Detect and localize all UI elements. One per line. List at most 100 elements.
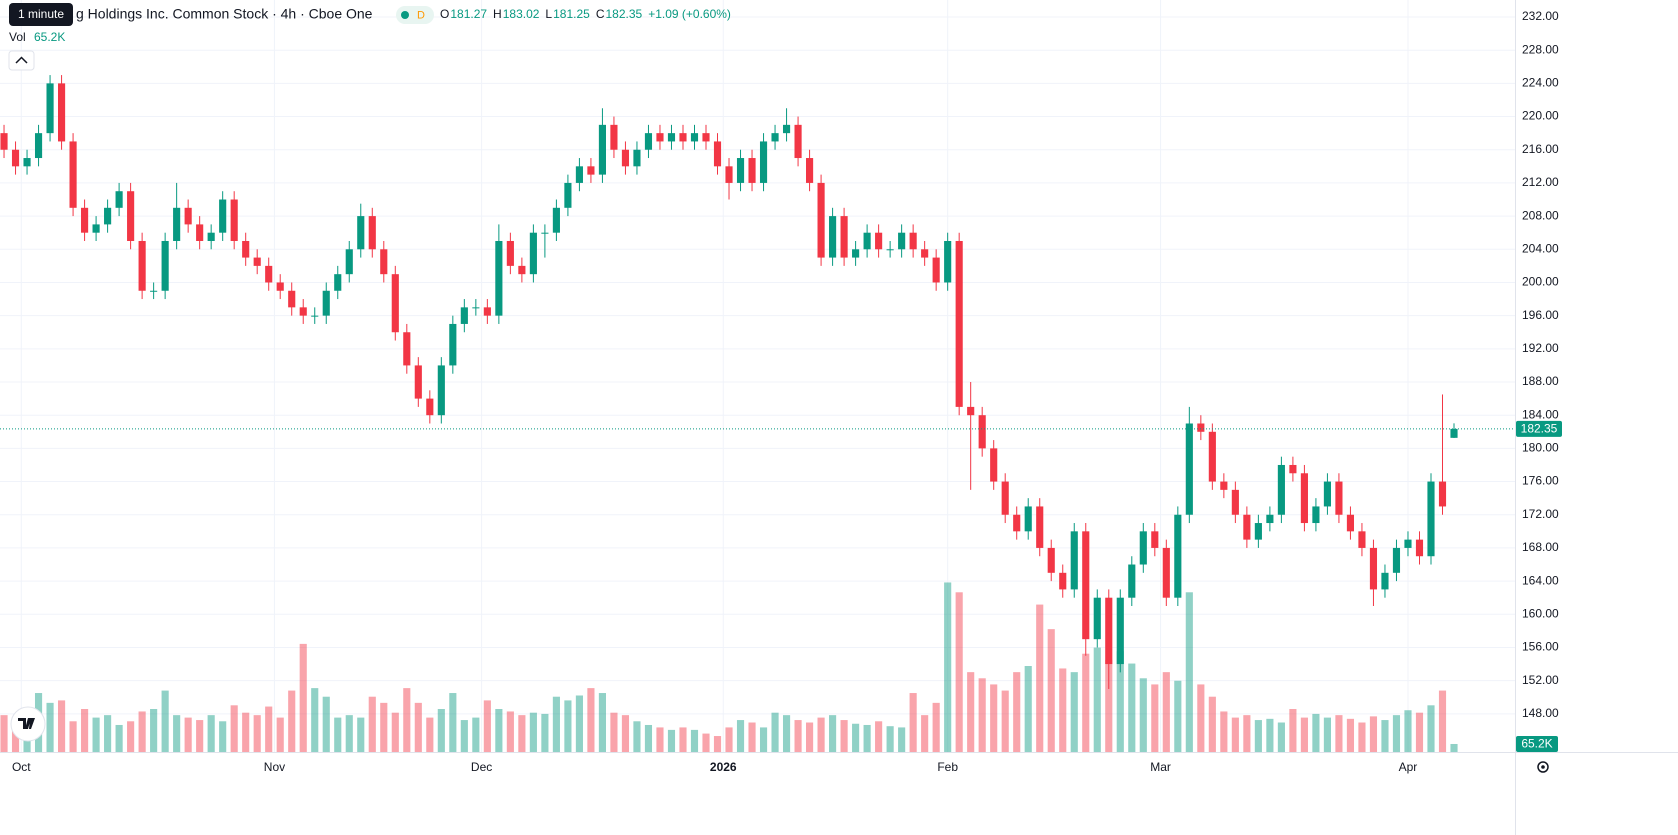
volume-value: 65.2K	[34, 30, 65, 44]
y-tick-label: 156.00	[1522, 640, 1559, 654]
ohlc-value: 181.25	[553, 7, 590, 21]
volume-bar	[253, 715, 261, 752]
volume-bar	[725, 727, 733, 752]
candle-body	[667, 133, 676, 142]
y-tick-label: 176.00	[1522, 474, 1559, 488]
candle-body	[1116, 597, 1124, 665]
ohlc-legend: O 181.27 H 183.02 L 181.25 C 182.35 +1.09 (+0.60…	[440, 7, 731, 21]
y-tick-label: 148.00	[1522, 706, 1559, 720]
candle-body	[771, 133, 779, 142]
volume-bar	[829, 715, 837, 752]
volume-bar	[1415, 712, 1424, 752]
candle-body	[1220, 481, 1228, 490]
candle-layer	[0, 75, 1458, 689]
candle-body	[690, 133, 699, 142]
volume-bar	[564, 700, 572, 752]
candle-body	[1174, 514, 1182, 598]
candle-body	[1277, 464, 1285, 515]
volume-bar	[1047, 629, 1055, 752]
candle-body	[1139, 531, 1147, 565]
volume-bar	[173, 715, 181, 752]
candle-body	[679, 133, 687, 142]
candle-body	[1358, 531, 1366, 548]
x-tick-label: Mar	[1150, 760, 1171, 774]
volume-bar	[633, 721, 641, 752]
volume-bar	[1358, 722, 1366, 752]
volume-bar	[944, 582, 952, 752]
volume-bar	[967, 672, 975, 752]
y-tick-label: 208.00	[1522, 208, 1559, 222]
volume-bar	[1220, 711, 1228, 752]
candle-body	[219, 199, 227, 233]
volume-bar	[863, 724, 871, 752]
volume-bar	[1139, 678, 1147, 752]
volume-bar	[1105, 659, 1113, 752]
volume-bar	[1381, 720, 1389, 752]
price-label: 182.35	[1521, 422, 1558, 436]
x-tick-label: Apr	[1399, 760, 1418, 774]
volume-bar	[127, 721, 135, 752]
candle-body	[759, 141, 768, 183]
candle-body	[368, 216, 376, 250]
candle-body	[1323, 481, 1331, 507]
candle-body	[495, 240, 503, 316]
volume-bar	[1277, 722, 1285, 752]
volume-bar	[1197, 684, 1205, 752]
volume-bar	[990, 684, 998, 752]
volume-bar	[69, 721, 77, 752]
candle-body	[1415, 539, 1424, 557]
y-tick-label: 172.00	[1522, 507, 1559, 521]
collapse-icon	[15, 56, 28, 64]
volume-bar	[483, 700, 491, 752]
volume-bar	[1174, 680, 1182, 752]
candle-body	[886, 249, 894, 251]
volume-bar	[11, 721, 20, 752]
candle-body	[852, 249, 860, 258]
candle-body	[1047, 547, 1055, 573]
candle-body	[598, 124, 606, 175]
candle-body	[81, 207, 89, 233]
volume-bar	[541, 713, 549, 752]
ohlc-value: 183.02	[503, 7, 540, 21]
candle-body	[1438, 481, 1447, 507]
y-tick-label: 232.00	[1522, 9, 1559, 23]
y-tick-label: 216.00	[1522, 142, 1559, 156]
y-tick-label: 212.00	[1522, 175, 1559, 189]
volume-bar	[736, 720, 745, 752]
candle-body	[483, 307, 491, 316]
candle-body	[529, 232, 537, 275]
candle-body	[57, 83, 66, 142]
volume-bar	[1392, 715, 1401, 752]
candle-body	[1450, 428, 1458, 438]
candle-body	[1197, 423, 1205, 432]
volume-bar	[230, 705, 238, 752]
volume-bar	[57, 700, 66, 752]
volume-bar	[852, 723, 860, 752]
y-tick-label: 196.00	[1522, 308, 1559, 322]
candle-body	[921, 249, 929, 258]
settings-icon[interactable]	[1537, 761, 1549, 773]
volume-bar	[1013, 672, 1021, 752]
volume-bar	[817, 717, 825, 752]
candle-body	[564, 182, 572, 208]
ohlc-key: L	[545, 7, 552, 21]
volume-bar	[265, 706, 273, 752]
candle-body	[817, 182, 825, 258]
axes: 148.00 152.00 156.00 160.00 164.00 168.00 172.…	[0, 9, 1562, 774]
collapse-button[interactable]	[8, 50, 35, 71]
candle-body	[1266, 514, 1274, 524]
volume-bar	[311, 688, 319, 752]
x-tick-label: Oct	[12, 760, 31, 774]
candle-body	[115, 191, 123, 208]
volume-bar	[1438, 690, 1447, 752]
change: +1.09 (+0.60%)	[648, 7, 731, 21]
candle-body	[1254, 523, 1262, 540]
ohlc-key: O	[440, 7, 449, 21]
candle-body	[1427, 481, 1435, 557]
candle-body	[990, 448, 998, 482]
volume-bar	[460, 720, 468, 752]
volume-bar	[748, 722, 756, 752]
candle-body	[150, 290, 158, 292]
